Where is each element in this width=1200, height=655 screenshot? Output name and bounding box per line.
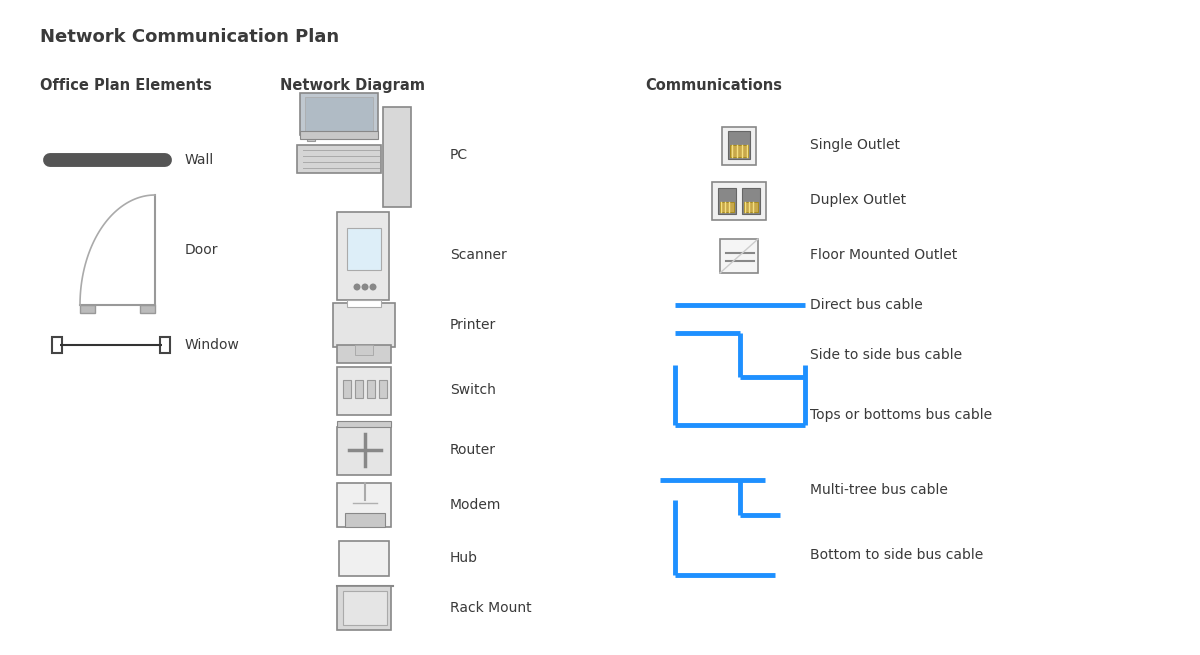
Text: Router: Router [450,443,496,457]
Bar [337,427,391,475]
Bar [379,380,386,398]
Bar [337,367,391,415]
Text: Network Communication Plan: Network Communication Plan [40,28,340,46]
Bar [334,303,395,347]
Bar [305,97,373,131]
Text: Office Plan Elements: Office Plan Elements [40,78,212,93]
Bar [307,119,314,141]
Bar [298,145,382,173]
Text: Hub: Hub [450,551,478,565]
Bar [742,188,760,214]
Text: Tops or bottoms bus cable: Tops or bottoms bus cable [810,408,992,422]
Text: Floor Mounted Outlet: Floor Mounted Outlet [810,248,958,262]
Text: Rack Mount: Rack Mount [450,601,532,615]
Bar [720,239,758,273]
Bar [718,188,736,214]
Text: Communications: Communications [646,78,782,93]
Text: Modem: Modem [450,498,502,512]
Bar [722,127,756,165]
Bar [337,421,391,427]
Bar [337,212,389,300]
Bar [347,300,382,307]
Text: Side to side bus cable: Side to side bus cable [810,348,962,362]
Text: Duplex Outlet: Duplex Outlet [810,193,906,207]
Bar [744,202,758,212]
Text: Multi-tree bus cable: Multi-tree bus cable [810,483,948,497]
Bar [300,131,378,139]
Bar [337,586,391,630]
Bar [160,337,170,353]
Text: Printer: Printer [450,318,497,332]
Bar [80,305,95,313]
Bar [340,541,389,576]
Bar [337,345,391,363]
Bar [347,228,382,270]
Text: PC: PC [450,148,468,162]
Text: Window: Window [185,338,240,352]
Bar [383,107,410,207]
Text: Wall: Wall [185,153,215,167]
Bar [300,93,378,135]
Bar [720,202,734,212]
Circle shape [370,284,377,291]
Bar [140,305,155,313]
Text: Single Outlet: Single Outlet [810,138,900,152]
Text: Scanner: Scanner [450,248,506,262]
Text: Door: Door [185,243,218,257]
Bar [730,145,748,157]
Text: Direct bus cable: Direct bus cable [810,298,923,312]
Text: Bottom to side bus cable: Bottom to side bus cable [810,548,983,562]
Bar [343,591,386,625]
Circle shape [354,284,360,291]
Bar [367,380,374,398]
Text: Network Diagram: Network Diagram [280,78,425,93]
Circle shape [361,284,368,291]
Bar [337,483,391,527]
Bar [728,131,750,159]
Bar [343,380,352,398]
Bar [712,182,766,220]
Bar [355,345,373,355]
Bar [346,513,385,527]
Text: Switch: Switch [450,383,496,397]
Bar [52,337,62,353]
Bar [355,380,364,398]
